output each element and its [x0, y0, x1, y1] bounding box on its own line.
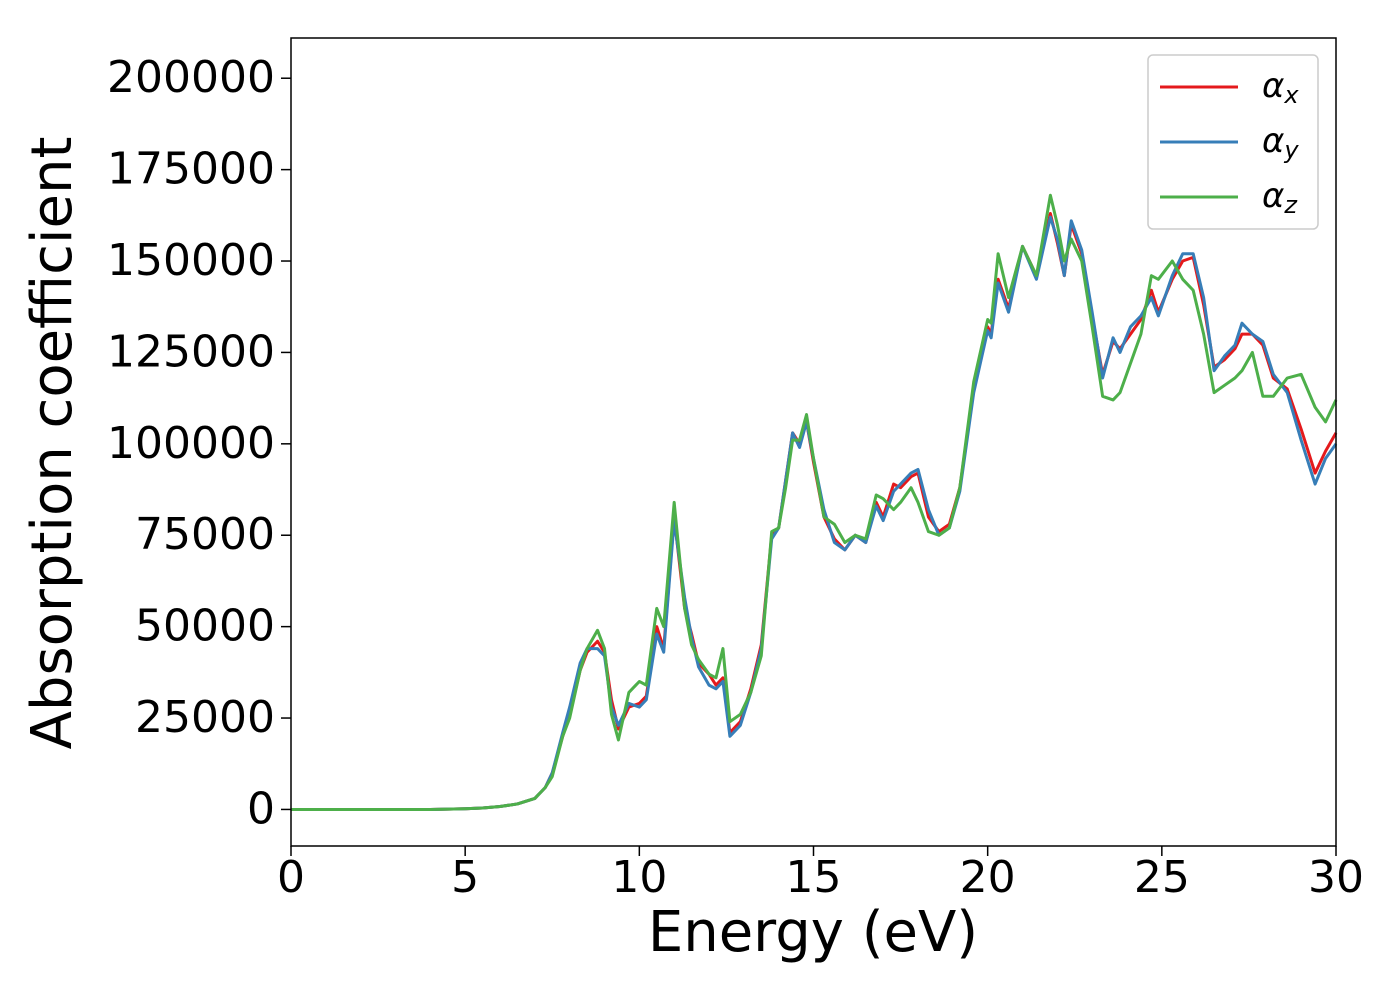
y-tick-label: 75000	[135, 509, 275, 560]
y-tick-label: 150000	[107, 235, 275, 286]
legend-label: αx	[1262, 66, 1299, 110]
x-tick-label: 0	[277, 852, 305, 903]
y-tick-label: 0	[247, 783, 275, 834]
series-line	[291, 211, 1338, 811]
plot-frame	[290, 37, 1337, 847]
legend-label: αz	[1262, 176, 1298, 220]
x-tick-label: 25	[1134, 852, 1190, 903]
x-tick-label: 10	[611, 852, 667, 903]
x-axis-label: Energy (eV)	[648, 900, 978, 965]
y-tick-label: 200000	[107, 52, 275, 103]
series-line	[291, 215, 1338, 811]
y-tick-label: 25000	[135, 692, 275, 743]
series-line	[291, 193, 1338, 811]
y-tick-label: 50000	[135, 601, 275, 652]
x-tick-label: 30	[1308, 852, 1364, 903]
x-tick-label: 20	[960, 852, 1016, 903]
y-axis-label: Absorption coefficient	[20, 137, 85, 750]
legend-label: αy	[1262, 121, 1299, 165]
y-tick-label: 125000	[107, 326, 275, 377]
x-tick-label: 15	[786, 852, 842, 903]
y-tick-label: 100000	[107, 418, 275, 469]
y-tick-label: 175000	[107, 144, 275, 195]
x-tick-label: 5	[451, 852, 479, 903]
